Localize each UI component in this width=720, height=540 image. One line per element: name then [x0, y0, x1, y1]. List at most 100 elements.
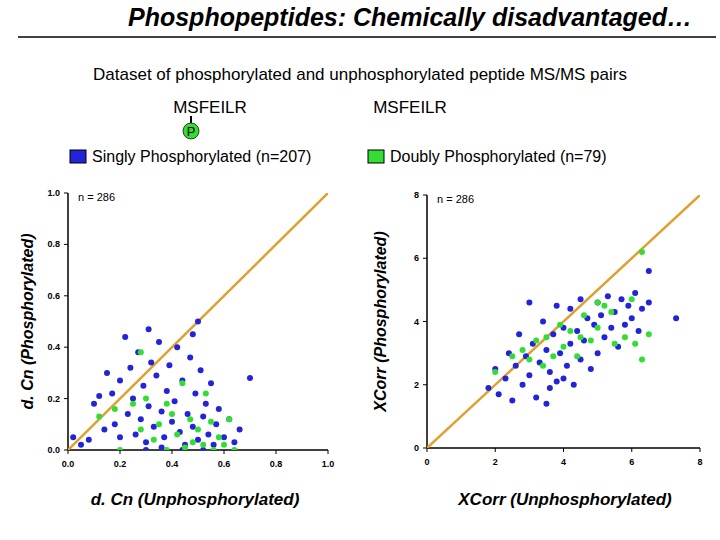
y-axis-label: XCorr (Phosphorylated) [372, 231, 389, 412]
point [608, 325, 614, 331]
point [543, 334, 549, 340]
point [138, 426, 144, 432]
subtitle: Dataset of phosphorylated and unphosphor… [93, 65, 627, 84]
point [138, 349, 144, 355]
plot-area [427, 195, 700, 448]
x-tick [700, 448, 701, 452]
point [127, 365, 133, 371]
x-tick [427, 448, 428, 452]
point [190, 424, 196, 430]
y-tick-label: 0.4 [47, 342, 60, 352]
point [520, 382, 526, 388]
point [153, 372, 159, 378]
chart: Phosphopeptides: Chemically disadvantage… [0, 0, 720, 540]
point [208, 380, 214, 386]
point [625, 303, 631, 309]
point [159, 444, 165, 450]
point [513, 363, 519, 369]
point [533, 394, 539, 400]
point [595, 325, 601, 331]
point [557, 350, 563, 356]
point [151, 437, 157, 443]
point [146, 403, 152, 409]
y-axis [67, 193, 69, 450]
point [211, 447, 217, 450]
point [169, 411, 175, 417]
point [185, 411, 191, 417]
point [112, 406, 118, 412]
point [622, 322, 628, 328]
point [164, 388, 170, 394]
point [130, 401, 136, 407]
peptide: MSFEILR [173, 98, 247, 117]
point [557, 322, 563, 328]
point [639, 249, 645, 255]
point [601, 303, 607, 309]
legend-swatch [368, 150, 384, 163]
x-tick [495, 448, 496, 452]
point [112, 421, 118, 427]
point [221, 442, 227, 448]
point [187, 416, 193, 422]
point [526, 300, 532, 306]
title-rule [18, 36, 716, 38]
x-tick-label: 2 [493, 457, 498, 467]
point [247, 375, 253, 381]
point [203, 401, 209, 407]
point [605, 293, 611, 299]
point [595, 300, 601, 306]
point [148, 360, 154, 366]
mod-stem [190, 116, 192, 123]
point [526, 356, 532, 362]
y-tick-label: 4 [414, 317, 419, 327]
point [547, 385, 553, 391]
x-tick-label: 0.6 [218, 459, 231, 469]
point [78, 442, 84, 448]
point [174, 344, 180, 350]
point [133, 432, 139, 438]
point [101, 426, 107, 432]
point [646, 331, 652, 337]
point [198, 367, 204, 373]
point [629, 315, 635, 321]
point [595, 350, 601, 356]
point [174, 432, 180, 438]
point [221, 434, 227, 440]
point [91, 401, 97, 407]
point [172, 398, 178, 404]
point [516, 331, 522, 337]
point [192, 390, 198, 396]
x-tick [224, 450, 225, 454]
point [117, 378, 123, 384]
point [598, 312, 604, 318]
point [636, 328, 642, 334]
point [208, 419, 214, 425]
plot-area [68, 193, 328, 450]
y-tick-label: 2 [414, 380, 419, 390]
y-tick [423, 258, 427, 259]
point [543, 347, 549, 353]
annotation: n = 286 [78, 191, 115, 203]
peptide: MSFEILR [373, 98, 447, 117]
point [540, 363, 546, 369]
point [125, 411, 131, 417]
x-tick-label: 1.0 [322, 459, 335, 469]
point [526, 372, 532, 378]
y-tick-label: 0 [414, 443, 419, 453]
point [561, 344, 567, 350]
point [581, 312, 587, 318]
y-tick [423, 321, 427, 322]
point [195, 437, 201, 443]
legend-label: Doubly Phosphorylated (n=79) [390, 148, 607, 165]
point [104, 370, 110, 376]
point [130, 396, 136, 402]
point [554, 303, 560, 309]
point [138, 416, 144, 422]
y-tick [64, 193, 68, 194]
point [164, 447, 170, 450]
point [632, 341, 638, 347]
point [226, 416, 232, 422]
x-tick [563, 448, 564, 452]
point [216, 434, 222, 440]
x-tick-label: 4 [561, 457, 566, 467]
